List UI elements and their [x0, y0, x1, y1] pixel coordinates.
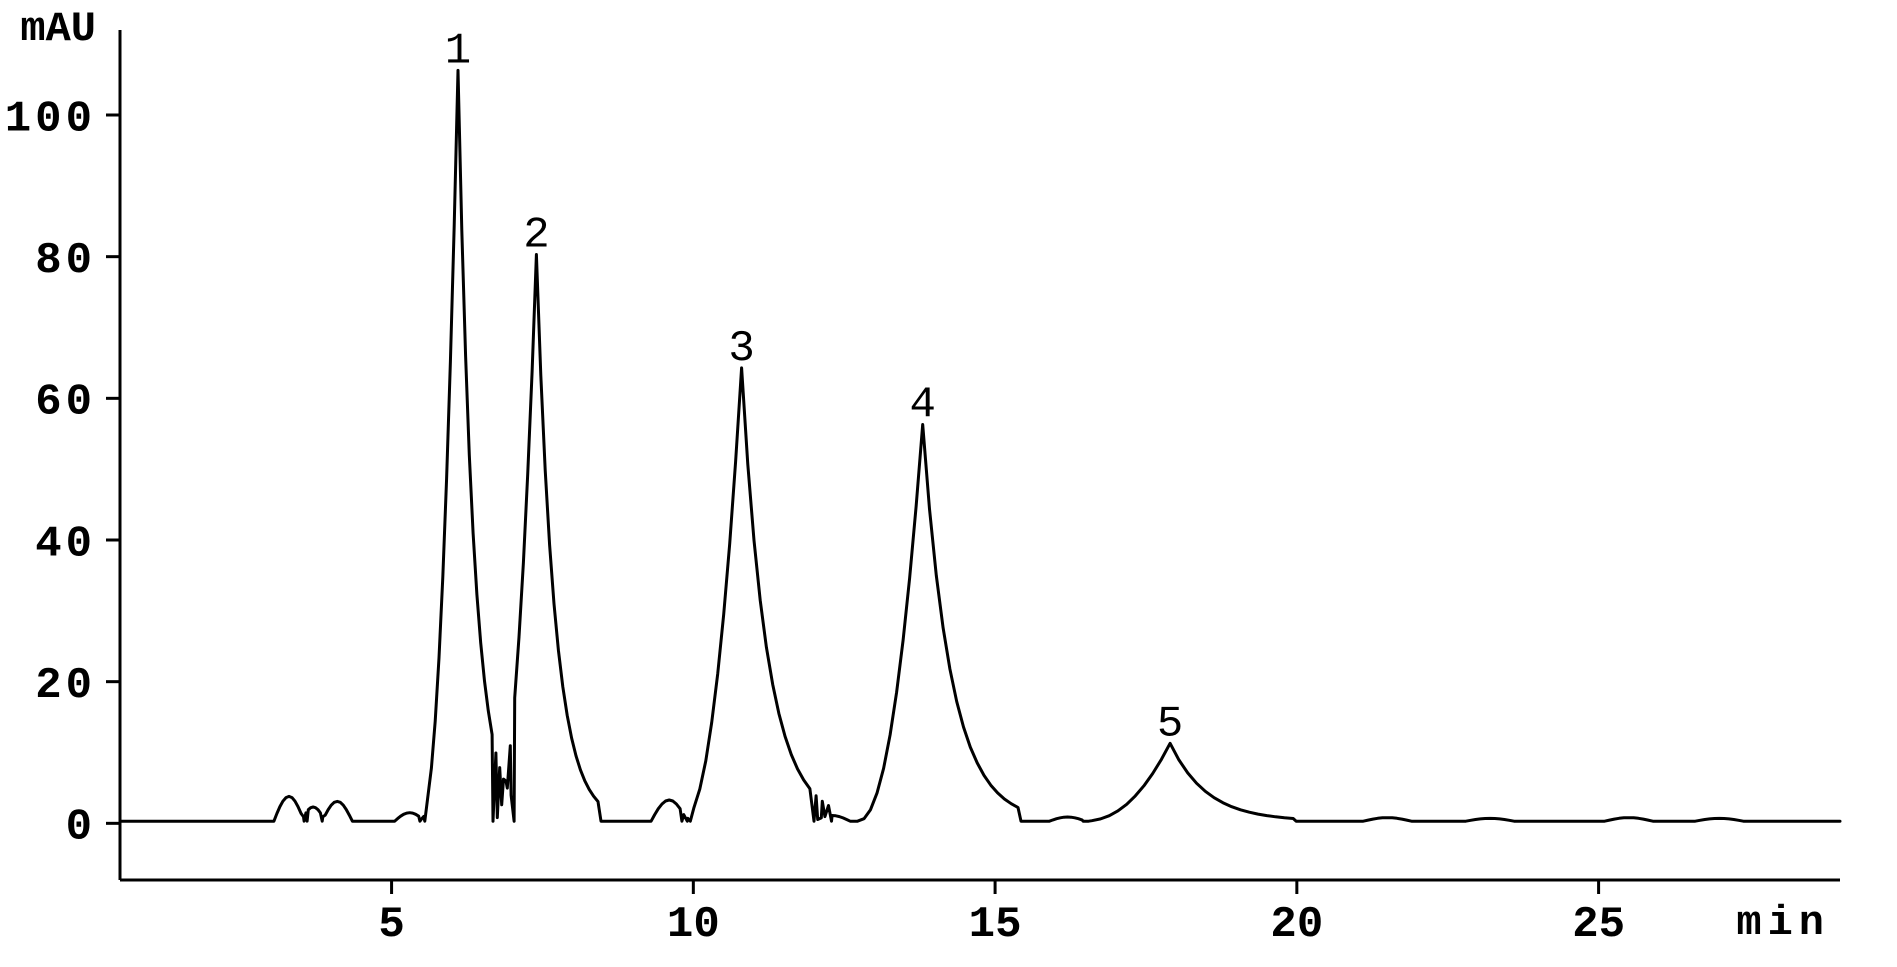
chromatogram-svg: 5 10 15 20 25 min 0 20 40 60 80 100 mAU 1 2 3 4 5: [0, 0, 1897, 967]
x-axis-label: min: [1736, 899, 1830, 947]
x-tick-label: 20: [1270, 900, 1323, 950]
chromatogram-chart: 5 10 15 20 25 min 0 20 40 60 80 100 mAU 1 2 3 4 5: [0, 0, 1897, 967]
y-tick-label: 60: [35, 378, 96, 428]
x-tick-label: 10: [667, 900, 720, 950]
x-tick-label: 25: [1572, 900, 1625, 950]
peak-label: 3: [728, 324, 754, 374]
x-tick-label: 15: [969, 900, 1022, 950]
y-tick-label: 20: [35, 661, 96, 711]
chart-background: [0, 0, 1897, 967]
y-tick-label: 100: [5, 94, 96, 144]
peak-label: 5: [1157, 699, 1183, 749]
peak-label: 2: [523, 211, 549, 261]
y-tick-label: 40: [35, 519, 96, 569]
peak-label: 4: [909, 381, 935, 431]
x-tick-label: 5: [378, 900, 404, 950]
y-axis-label: mAU: [20, 5, 96, 53]
y-tick-label: 80: [35, 236, 96, 286]
y-tick-label: 0: [66, 803, 96, 853]
peak-label: 1: [445, 27, 471, 77]
